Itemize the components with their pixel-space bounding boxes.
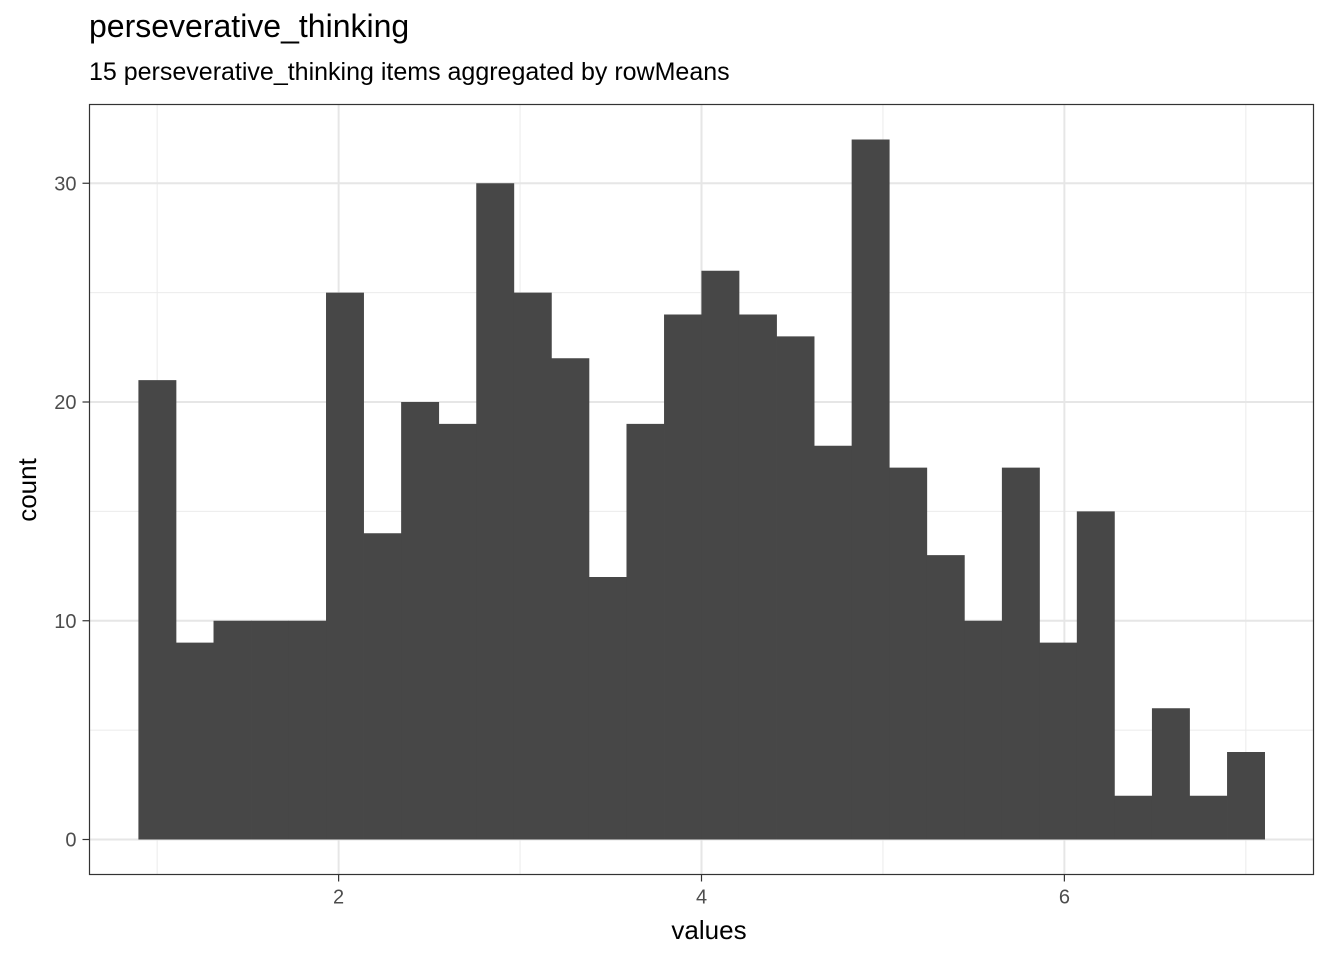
histogram-bar — [776, 336, 815, 840]
histogram-bar — [438, 423, 477, 840]
histogram-bar — [851, 139, 890, 840]
histogram-bar — [1076, 511, 1115, 840]
histogram-bar — [964, 620, 1003, 840]
histogram-bar — [1189, 795, 1228, 840]
histogram-bar — [701, 270, 740, 840]
histogram-bar — [1001, 467, 1040, 840]
histogram-bar — [664, 314, 702, 840]
histogram-bar — [1227, 752, 1265, 840]
y-tick-label: 10 — [54, 611, 76, 633]
y-tick-label: 30 — [54, 173, 76, 195]
x-axis: 2 4 6 — [333, 874, 1070, 909]
histogram-bar — [288, 620, 327, 840]
histogram-bar — [476, 183, 515, 840]
histogram-bar — [1151, 708, 1190, 840]
histogram-bar — [251, 620, 290, 840]
histogram-bar — [1114, 795, 1153, 840]
y-axis-title: count — [12, 457, 42, 521]
histogram-bar — [626, 423, 665, 840]
histogram-bar — [175, 642, 214, 840]
y-tick-label: 0 — [65, 830, 76, 852]
x-tick-label: 2 — [333, 887, 344, 909]
x-axis-title: values — [671, 915, 746, 945]
histogram-bar — [138, 380, 177, 840]
y-tick-label: 20 — [54, 392, 76, 414]
y-axis: 0 10 20 30 — [54, 173, 90, 852]
histogram-bar — [401, 402, 440, 840]
histogram-bars — [138, 139, 1265, 840]
histogram-bar — [926, 555, 965, 840]
x-tick-label: 6 — [1059, 887, 1070, 909]
chart-title: perseverative_thinking — [89, 8, 410, 44]
histogram-bar — [1039, 642, 1078, 840]
histogram-bar — [889, 467, 928, 840]
histogram-bar — [326, 292, 364, 840]
histogram-bar — [363, 533, 402, 840]
histogram-bar — [213, 620, 252, 840]
histogram-bar — [588, 577, 627, 840]
chart-subtitle: 15 perseverative_thinking items aggregat… — [89, 58, 730, 86]
histogram-bar — [551, 358, 590, 840]
histogram-bar — [814, 445, 853, 840]
histogram-bar — [513, 292, 552, 840]
histogram-bar — [738, 314, 777, 840]
x-tick-label: 4 — [696, 887, 707, 909]
